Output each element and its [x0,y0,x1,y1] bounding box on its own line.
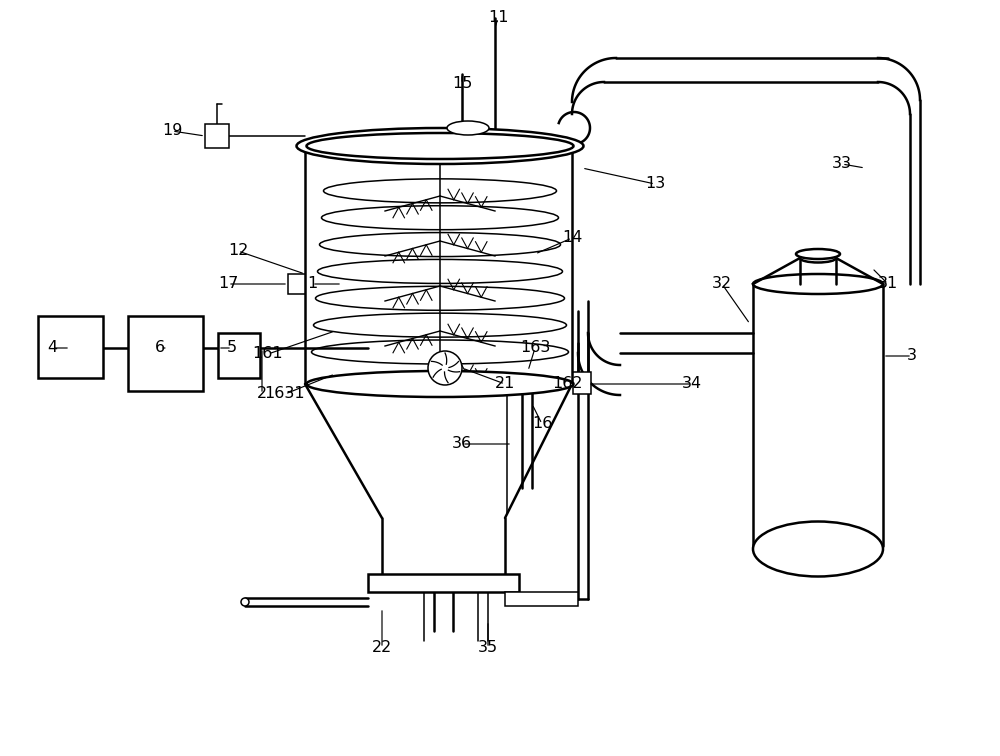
Ellipse shape [297,128,584,164]
Ellipse shape [753,274,883,294]
Bar [205,124,229,148]
Text: 14: 14 [562,231,582,246]
Ellipse shape [447,121,489,135]
Text: 19: 19 [162,123,182,138]
Ellipse shape [800,253,836,262]
Text: 15: 15 [452,76,472,91]
Text: 1: 1 [307,277,317,292]
Bar [368,574,519,592]
Ellipse shape [307,133,574,159]
Ellipse shape [241,598,249,606]
Text: 3: 3 [907,349,917,364]
Ellipse shape [796,249,840,259]
Text: 11: 11 [488,11,508,26]
Text: 6: 6 [155,340,165,355]
Text: 33: 33 [832,156,852,172]
Bar [447,130,489,148]
Text: 31: 31 [878,277,898,292]
Text: 5: 5 [227,340,237,355]
Bar [128,316,203,391]
Text: 35: 35 [478,640,498,655]
Text: 162: 162 [553,376,583,392]
Text: 12: 12 [228,243,248,259]
Text: 22: 22 [372,640,392,655]
Text: 34: 34 [682,376,702,392]
Text: 4: 4 [47,340,57,355]
Ellipse shape [753,522,883,577]
Ellipse shape [307,371,574,397]
Text: 17: 17 [218,277,238,292]
Text: 16: 16 [532,417,552,432]
Text: 32: 32 [712,277,732,292]
Text: 163: 163 [520,340,550,355]
Text: 1631: 1631 [265,386,305,401]
Bar [573,372,591,394]
Text: 13: 13 [645,176,665,191]
Bar [38,316,103,378]
Bar [288,274,305,294]
Circle shape [428,351,462,385]
Text: 161: 161 [253,346,283,361]
Bar [218,333,260,378]
Text: 2: 2 [257,386,267,401]
Text: 21: 21 [495,376,515,392]
Text: 36: 36 [452,436,472,451]
Bar [505,592,578,606]
